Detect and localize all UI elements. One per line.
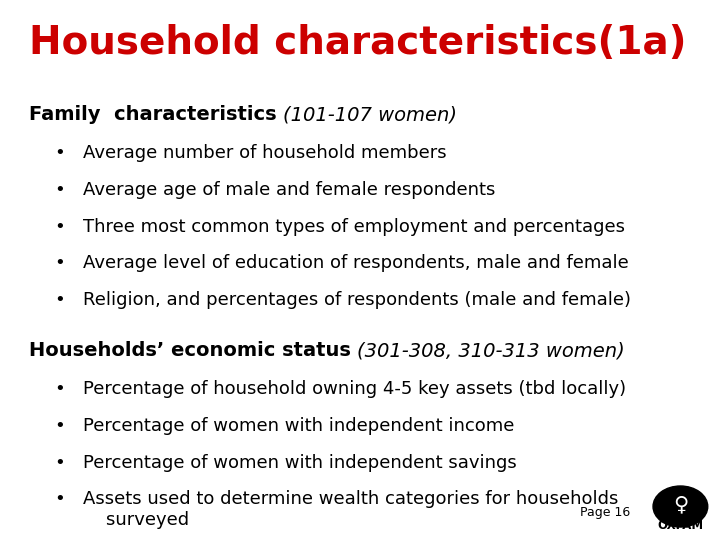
Text: •: • — [54, 454, 65, 471]
Text: •: • — [54, 291, 65, 309]
Text: OXFAM: OXFAM — [657, 519, 703, 532]
Text: •: • — [54, 380, 65, 398]
Text: (301-308, 310-313 women): (301-308, 310-313 women) — [357, 341, 625, 360]
Text: Percentage of women with independent savings: Percentage of women with independent sav… — [83, 454, 516, 471]
Text: Average age of male and female respondents: Average age of male and female responden… — [83, 181, 495, 199]
Text: Average level of education of respondents, male and female: Average level of education of respondent… — [83, 254, 629, 272]
Text: •: • — [54, 218, 65, 235]
Text: (101-107 women): (101-107 women) — [283, 105, 457, 124]
Text: Assets used to determine wealth categories for households
    surveyed: Assets used to determine wealth categori… — [83, 490, 618, 529]
Text: •: • — [54, 417, 65, 435]
Text: Family  characteristics: Family characteristics — [29, 105, 283, 124]
Text: Households’ economic status: Households’ economic status — [29, 341, 357, 360]
Text: Religion, and percentages of respondents (male and female): Religion, and percentages of respondents… — [83, 291, 631, 309]
Text: Percentage of household owning 4-5 key assets (tbd locally): Percentage of household owning 4-5 key a… — [83, 380, 626, 398]
Text: Page 16: Page 16 — [580, 507, 630, 519]
Text: •: • — [54, 490, 65, 508]
Text: Average number of household members: Average number of household members — [83, 144, 446, 162]
Text: Household characteristics(1a): Household characteristics(1a) — [29, 24, 686, 62]
Text: •: • — [54, 144, 65, 162]
Text: •: • — [54, 181, 65, 199]
Text: •: • — [54, 254, 65, 272]
Text: ♀: ♀ — [672, 494, 688, 515]
Circle shape — [653, 486, 708, 527]
Text: Three most common types of employment and percentages: Three most common types of employment an… — [83, 218, 625, 235]
Text: Percentage of women with independent income: Percentage of women with independent inc… — [83, 417, 514, 435]
